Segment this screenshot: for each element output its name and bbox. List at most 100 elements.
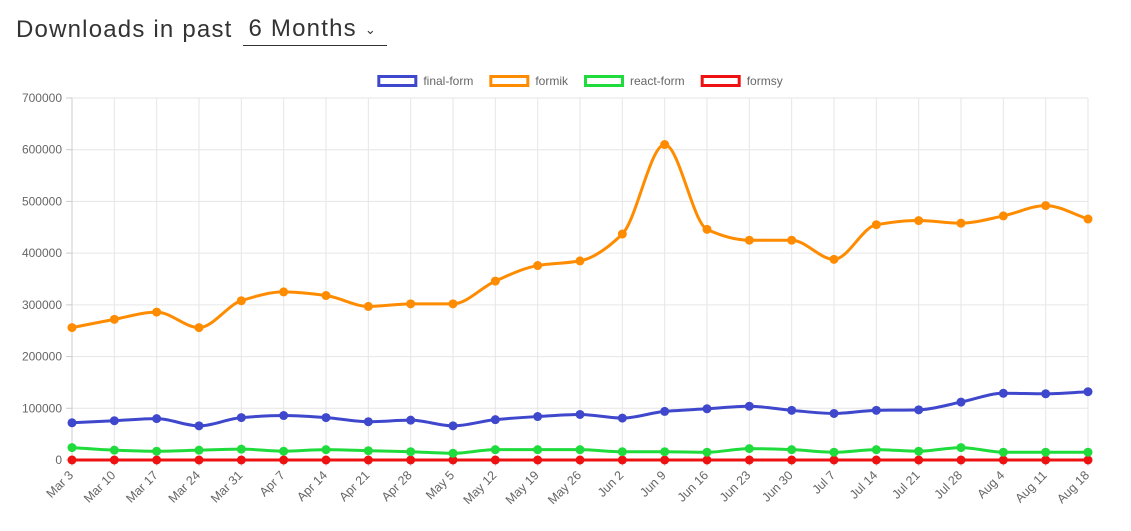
data-point-final-form[interactable] [490, 415, 500, 425]
data-point-formik[interactable] [279, 287, 289, 297]
data-point-formsy[interactable] [109, 455, 119, 465]
data-point-react-form[interactable] [575, 445, 585, 455]
data-point-final-form[interactable] [829, 408, 839, 418]
data-point-final-form[interactable] [363, 417, 373, 427]
data-point-react-form[interactable] [67, 443, 77, 453]
data-point-formik[interactable] [1041, 201, 1051, 211]
data-point-final-form[interactable] [956, 397, 966, 407]
data-point-react-form[interactable] [109, 445, 119, 455]
data-point-formik[interactable] [617, 229, 627, 239]
data-point-formik[interactable] [109, 314, 119, 324]
data-point-formik[interactable] [575, 256, 585, 266]
data-point-formik[interactable] [660, 140, 670, 150]
data-point-final-form[interactable] [109, 416, 119, 426]
data-point-formsy[interactable] [575, 455, 585, 465]
legend-item-formsy[interactable]: formsy [700, 74, 783, 88]
legend-item-react-form[interactable]: react-form [584, 74, 685, 88]
data-point-final-form[interactable] [787, 405, 797, 415]
data-point-formsy[interactable] [533, 455, 543, 465]
data-point-react-form[interactable] [194, 445, 204, 455]
data-point-formsy[interactable] [1083, 455, 1093, 465]
data-point-formsy[interactable] [321, 455, 331, 465]
data-point-formik[interactable] [448, 299, 458, 309]
data-point-formsy[interactable] [406, 455, 416, 465]
data-point-formik[interactable] [152, 307, 162, 317]
data-point-formsy[interactable] [914, 455, 924, 465]
data-point-react-form[interactable] [744, 444, 754, 454]
data-point-formik[interactable] [236, 296, 246, 306]
data-point-formsy[interactable] [829, 455, 839, 465]
data-point-final-form[interactable] [194, 421, 204, 431]
data-point-final-form[interactable] [448, 421, 458, 431]
data-point-react-form[interactable] [363, 446, 373, 456]
data-point-react-form[interactable] [871, 445, 881, 455]
data-point-react-form[interactable] [702, 447, 712, 457]
data-point-final-form[interactable] [617, 413, 627, 423]
data-point-react-form[interactable] [490, 445, 500, 455]
data-point-formik[interactable] [67, 323, 77, 333]
data-point-react-form[interactable] [617, 447, 627, 457]
data-point-react-form[interactable] [152, 446, 162, 456]
data-point-formsy[interactable] [194, 455, 204, 465]
data-point-final-form[interactable] [998, 388, 1008, 398]
data-point-final-form[interactable] [702, 404, 712, 414]
data-point-react-form[interactable] [914, 446, 924, 456]
data-point-final-form[interactable] [871, 405, 881, 415]
data-point-final-form[interactable] [660, 406, 670, 416]
data-point-final-form[interactable] [67, 418, 77, 428]
data-point-react-form[interactable] [236, 444, 246, 454]
data-point-final-form[interactable] [279, 411, 289, 421]
data-point-formik[interactable] [744, 235, 754, 245]
data-point-final-form[interactable] [575, 409, 585, 419]
data-point-react-form[interactable] [406, 447, 416, 457]
data-point-formsy[interactable] [67, 455, 77, 465]
data-point-formsy[interactable] [152, 455, 162, 465]
data-point-formik[interactable] [702, 224, 712, 234]
data-point-formsy[interactable] [744, 455, 754, 465]
data-point-react-form[interactable] [829, 447, 839, 457]
data-point-final-form[interactable] [1083, 387, 1093, 397]
data-point-final-form[interactable] [533, 412, 543, 422]
data-point-final-form[interactable] [744, 401, 754, 411]
data-point-formik[interactable] [787, 235, 797, 245]
data-point-react-form[interactable] [998, 447, 1008, 457]
data-point-formik[interactable] [533, 261, 543, 271]
data-point-formik[interactable] [829, 254, 839, 264]
data-point-formsy[interactable] [956, 455, 966, 465]
data-point-formsy[interactable] [448, 455, 458, 465]
data-point-final-form[interactable] [914, 405, 924, 415]
data-point-react-form[interactable] [279, 446, 289, 456]
data-point-formik[interactable] [998, 211, 1008, 221]
data-point-formik[interactable] [914, 216, 924, 226]
data-point-formsy[interactable] [1041, 455, 1051, 465]
data-point-final-form[interactable] [321, 413, 331, 423]
data-point-formik[interactable] [871, 220, 881, 230]
data-point-formik[interactable] [194, 323, 204, 333]
data-point-react-form[interactable] [956, 443, 966, 453]
data-point-react-form[interactable] [1041, 447, 1051, 457]
data-point-formsy[interactable] [702, 455, 712, 465]
data-point-react-form[interactable] [787, 445, 797, 455]
data-point-react-form[interactable] [660, 447, 670, 457]
data-point-formsy[interactable] [871, 455, 881, 465]
data-point-formsy[interactable] [998, 455, 1008, 465]
data-point-final-form[interactable] [236, 413, 246, 423]
data-point-formsy[interactable] [617, 455, 627, 465]
data-point-formsy[interactable] [279, 455, 289, 465]
data-point-final-form[interactable] [152, 414, 162, 424]
data-point-formsy[interactable] [236, 455, 246, 465]
data-point-formsy[interactable] [660, 455, 670, 465]
legend-item-final-form[interactable]: final-form [377, 74, 474, 88]
data-point-formik[interactable] [490, 276, 500, 286]
data-point-react-form[interactable] [321, 445, 331, 455]
legend-item-formik[interactable]: formik [489, 74, 569, 88]
data-point-formsy[interactable] [490, 455, 500, 465]
period-select[interactable]: 6 Months ⌄ [242, 15, 387, 46]
data-point-formsy[interactable] [363, 455, 373, 465]
data-point-formik[interactable] [406, 299, 416, 309]
data-point-formsy[interactable] [787, 455, 797, 465]
data-point-react-form[interactable] [448, 448, 458, 458]
data-point-final-form[interactable] [1041, 389, 1051, 399]
data-point-formik[interactable] [1083, 214, 1093, 224]
data-point-final-form[interactable] [406, 415, 416, 425]
